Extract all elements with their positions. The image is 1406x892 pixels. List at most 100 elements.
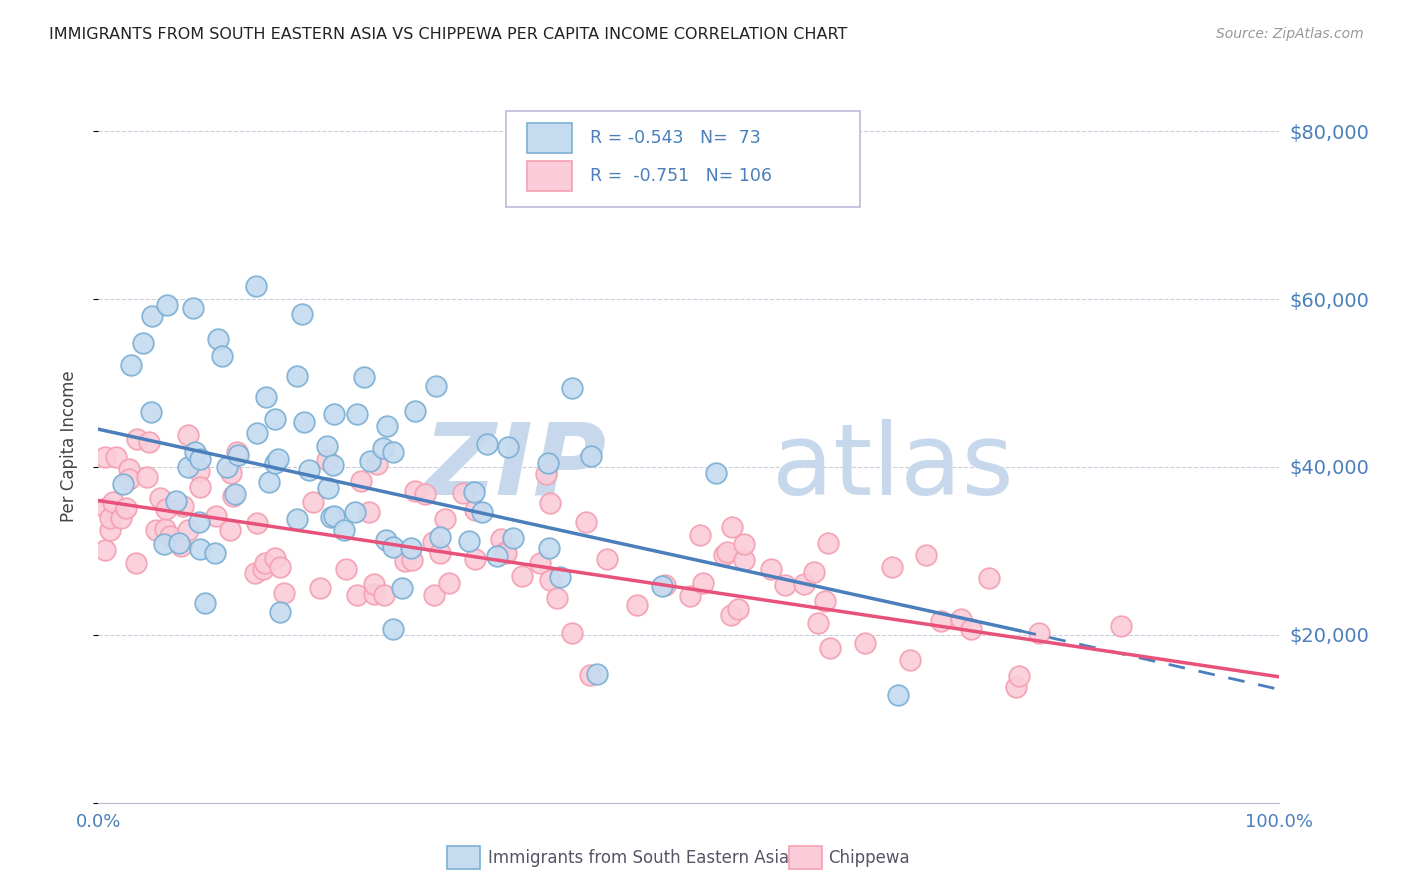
Point: [579, 668, 602, 682]
Point: [422, 588, 444, 602]
Point: [977, 571, 1000, 585]
Point: [371, 441, 394, 455]
Point: [218, 523, 240, 537]
Point: [301, 495, 323, 509]
Point: [814, 594, 837, 608]
Point: [155, 522, 177, 536]
Point: [110, 511, 132, 525]
Point: [346, 588, 368, 602]
Point: [94, 500, 117, 515]
Point: [333, 523, 356, 537]
Point: [253, 556, 276, 570]
Point: [1109, 619, 1132, 633]
Point: [494, 545, 516, 559]
Point: [172, 500, 194, 514]
Point: [188, 452, 211, 467]
Point: [425, 378, 447, 392]
Text: R = -0.543   N=  73: R = -0.543 N= 73: [589, 129, 761, 147]
Point: [149, 491, 172, 506]
Point: [269, 605, 291, 619]
Point: [188, 515, 211, 529]
Point: [322, 458, 344, 472]
Point: [228, 449, 250, 463]
Point: [153, 537, 176, 551]
Point: [188, 480, 211, 494]
Point: [401, 552, 423, 566]
Point: [537, 541, 560, 556]
Point: [115, 500, 138, 515]
Point: [818, 641, 841, 656]
Point: [382, 541, 405, 555]
Point: [679, 590, 702, 604]
Point: [534, 467, 557, 482]
Text: ZIP: ZIP: [423, 419, 606, 516]
Point: [181, 301, 204, 316]
Point: [464, 503, 486, 517]
Point: [363, 577, 385, 591]
Point: [375, 419, 398, 434]
Point: [254, 390, 277, 404]
Point: [399, 541, 422, 555]
Point: [165, 494, 187, 508]
Point: [167, 536, 190, 550]
Point: [949, 612, 972, 626]
Point: [118, 472, 141, 486]
Point: [1008, 669, 1031, 683]
Point: [170, 539, 193, 553]
Point: [211, 349, 233, 363]
Point: [156, 298, 179, 312]
Point: [257, 475, 280, 489]
Point: [246, 516, 269, 530]
Point: [485, 549, 508, 563]
Point: [807, 615, 830, 630]
Point: [489, 533, 512, 547]
Point: [464, 551, 486, 566]
Point: [222, 489, 245, 503]
Point: [880, 560, 903, 574]
Point: [224, 487, 246, 501]
Point: [538, 496, 561, 510]
Point: [477, 437, 499, 451]
Point: [269, 560, 291, 574]
Point: [586, 666, 609, 681]
Point: [382, 622, 405, 636]
Point: [132, 336, 155, 351]
Point: [94, 450, 117, 464]
Point: [335, 562, 357, 576]
Point: [125, 556, 148, 570]
Point: [291, 307, 314, 321]
Point: [463, 484, 485, 499]
Point: [721, 520, 744, 534]
Text: Source: ZipAtlas.com: Source: ZipAtlas.com: [1216, 27, 1364, 41]
Bar: [527, 123, 572, 153]
Point: [125, 432, 148, 446]
Point: [353, 370, 375, 384]
Point: [105, 450, 128, 464]
Point: [359, 454, 381, 468]
Point: [929, 614, 952, 628]
Point: [692, 575, 714, 590]
Point: [98, 510, 121, 524]
Point: [297, 463, 319, 477]
Point: [374, 533, 396, 547]
Point: [512, 569, 534, 583]
Point: [391, 581, 413, 595]
Point: [898, 653, 921, 667]
Point: [437, 575, 460, 590]
Point: [382, 445, 405, 459]
Point: [155, 502, 177, 516]
Point: [689, 528, 711, 542]
Point: [548, 569, 571, 583]
Point: [177, 459, 200, 474]
Point: [308, 581, 330, 595]
Point: [273, 585, 295, 599]
Point: [194, 596, 217, 610]
Point: [773, 577, 796, 591]
Text: IMMIGRANTS FROM SOUTH EASTERN ASIA VS CHIPPEWA PER CAPITA INCOME CORRELATION CHA: IMMIGRANTS FROM SOUTH EASTERN ASIA VS CH…: [49, 27, 848, 42]
Y-axis label: Per Capita Income: Per Capita Income: [59, 370, 77, 522]
Point: [267, 452, 290, 467]
Point: [94, 542, 117, 557]
Point: [177, 523, 200, 537]
Text: Immigrants from South Eastern Asia: Immigrants from South Eastern Asia: [488, 849, 789, 867]
Point: [363, 587, 385, 601]
